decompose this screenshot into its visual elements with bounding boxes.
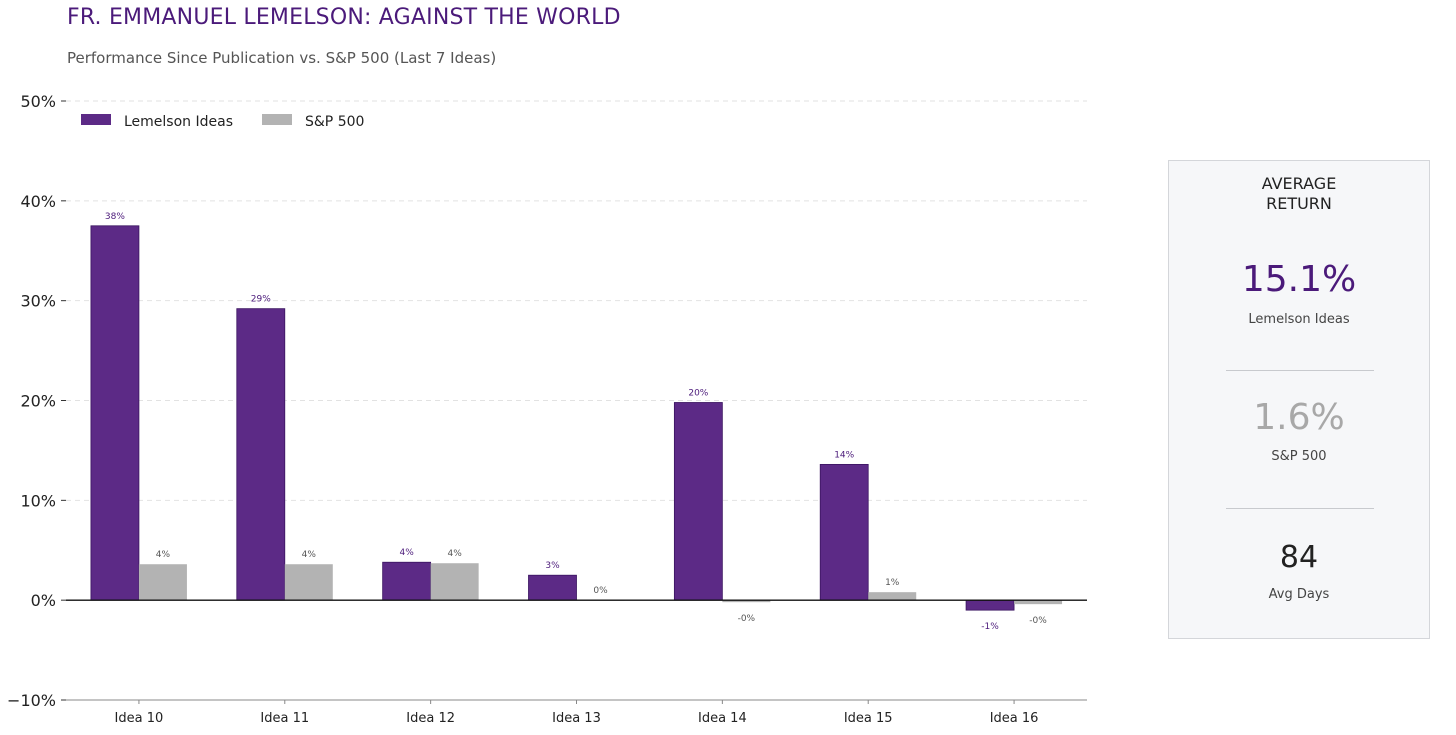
sp500-data-label: 0%	[593, 586, 608, 596]
chart-subtitle: Performance Since Publication vs. S&P 50…	[67, 49, 497, 67]
sp500-data-label: -0%	[1029, 616, 1047, 626]
x-tick-label: Idea 10	[115, 711, 164, 726]
legend-swatch-lemelson	[81, 114, 111, 125]
y-tick-label: 40%	[20, 192, 56, 211]
y-tick-label: −10%	[7, 691, 56, 710]
legend-swatch-sp500	[262, 114, 292, 125]
lemelson-data-label: 20%	[688, 388, 708, 398]
sp500-data-label: 4%	[448, 549, 463, 559]
lemelson-bar	[236, 308, 286, 601]
avg-days-caption: Avg Days	[1268, 587, 1330, 602]
x-tick-label: Idea 14	[698, 711, 747, 726]
sp500-data-label: 1%	[885, 578, 900, 588]
avg-days-value: 84	[1279, 540, 1319, 575]
y-tick-label: 0%	[31, 591, 56, 610]
sp500-bar	[138, 564, 187, 601]
lemelson-average-value: 15.1%	[1241, 259, 1357, 300]
panel-divider	[1226, 508, 1374, 509]
lemelson-bar	[382, 561, 432, 601]
lemelson-bar	[528, 574, 577, 601]
lemelson-data-label: 38%	[105, 212, 125, 222]
lemelson-bar	[819, 463, 869, 601]
x-tick-label: Idea 16	[990, 711, 1039, 726]
lemelson-bar	[965, 599, 1015, 611]
sp500-data-label: 4%	[302, 550, 317, 560]
lemelson-bar	[673, 402, 723, 601]
y-tick-label: 30%	[20, 292, 56, 311]
chart-title: FR. EMMANUEL LEMELSON: AGAINST THE WORLD	[67, 5, 621, 30]
x-tick-label: Idea 12	[406, 711, 455, 726]
sp500-average-caption: S&P 500	[1271, 449, 1327, 464]
lemelson-data-label: 4%	[400, 548, 415, 558]
sp500-bar	[430, 563, 479, 601]
lemelson-bar	[90, 225, 140, 601]
y-tick-label: 10%	[20, 491, 56, 510]
lemelson-data-label: 3%	[545, 561, 560, 571]
y-tick-label: 20%	[20, 392, 56, 411]
sp500-average-value: 1.6%	[1253, 397, 1345, 438]
legend-label-lemelson: Lemelson Ideas	[124, 114, 233, 130]
sp500-data-label: -0%	[738, 614, 756, 624]
x-tick-label: Idea 11	[260, 711, 309, 726]
panel-divider	[1226, 370, 1374, 371]
legend-label-sp500: S&P 500	[305, 114, 364, 130]
bar-chart: −10% 0% 10% 20% 30% 40% 50% 38% 4% Idea 10 29% 4% Id…	[7, 92, 1087, 726]
x-tick-label: Idea 15	[844, 711, 893, 726]
sp500-bar	[722, 600, 771, 603]
sp500-bar	[284, 564, 333, 601]
lemelson-data-label: 29%	[251, 295, 271, 305]
lemelson-average-caption: Lemelson Ideas	[1248, 312, 1350, 327]
lemelson-data-label: -1%	[981, 622, 999, 632]
average-return-panel: AVERAGE RETURN 15.1% Lemelson Ideas 1.6%…	[1168, 160, 1430, 639]
sp500-bar	[868, 592, 917, 601]
sp500-data-label: 4%	[156, 550, 171, 560]
x-tick-label: Idea 13	[552, 711, 601, 726]
average-return-heading: AVERAGE RETURN	[1261, 174, 1337, 213]
y-tick-label: 50%	[20, 92, 56, 111]
sp500-bar	[1014, 600, 1063, 605]
lemelson-data-label: 14%	[834, 450, 854, 460]
